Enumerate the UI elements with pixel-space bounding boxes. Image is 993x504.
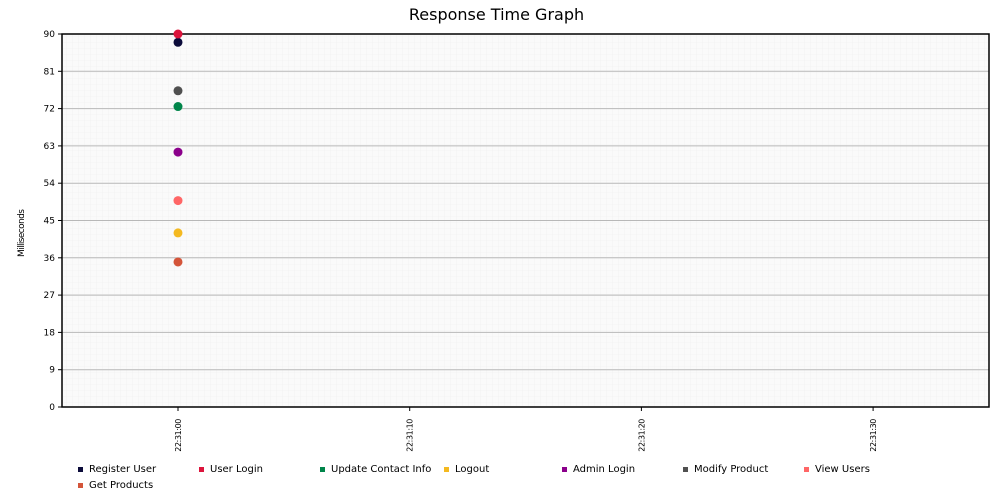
y-axis-label: Milliseconds — [17, 209, 27, 257]
y-tick-label: 90 — [44, 30, 56, 40]
legend-label: User Login — [210, 464, 263, 475]
chart-title: Response Time Graph — [408, 5, 585, 24]
legend-label: Admin Login — [573, 464, 636, 475]
legend-swatch — [78, 483, 83, 488]
legend-swatch — [320, 467, 325, 472]
y-tick-label: 36 — [44, 254, 56, 264]
legend-swatch — [683, 467, 688, 472]
y-tick-label: 9 — [49, 366, 55, 376]
legend-item: Update Contact Info — [320, 464, 431, 475]
legend-item: View Users — [804, 464, 870, 475]
data-point — [173, 102, 183, 112]
legend-swatch — [78, 467, 83, 472]
data-point — [173, 257, 183, 267]
legend-label: Get Products — [89, 480, 154, 491]
legend-label: Update Contact Info — [331, 464, 432, 475]
data-point — [173, 86, 183, 96]
legend-item: Logout — [444, 464, 489, 475]
y-tick-label: 0 — [49, 403, 55, 413]
legend-item: Register User — [78, 464, 156, 475]
y-tick-label: 45 — [44, 217, 55, 227]
legend-item: Modify Product — [683, 464, 768, 475]
y-tick-label: 63 — [44, 142, 55, 152]
legend-swatch — [444, 467, 449, 472]
legend-label: Modify Product — [694, 464, 769, 475]
data-point — [173, 228, 183, 238]
legend-item: User Login — [199, 464, 263, 475]
legend-item: Admin Login — [562, 464, 635, 475]
y-tick-label: 18 — [44, 328, 56, 338]
y-tick-label: 81 — [44, 67, 55, 77]
x-tick-label: 22:31:10 — [406, 419, 415, 452]
x-tick-label: 22:31:20 — [637, 419, 646, 452]
y-tick-label: 54 — [44, 179, 56, 189]
legend-swatch — [199, 467, 204, 472]
y-tick-label: 27 — [44, 291, 55, 301]
plot-frame — [61, 33, 990, 408]
x-tick-label: 22:31:30 — [869, 419, 878, 452]
legend-item: Get Products — [78, 480, 153, 491]
legend-label: Register User — [89, 464, 157, 475]
legend-label: View Users — [815, 464, 870, 475]
legend-swatch — [804, 467, 809, 472]
data-point — [173, 37, 183, 47]
data-point — [173, 29, 183, 39]
data-point — [173, 196, 183, 206]
x-tick-label: 22:31:00 — [174, 419, 183, 452]
data-point — [173, 147, 183, 157]
legend-swatch — [562, 467, 567, 472]
legend-label: Logout — [455, 464, 490, 475]
y-tick-label: 72 — [44, 105, 55, 115]
